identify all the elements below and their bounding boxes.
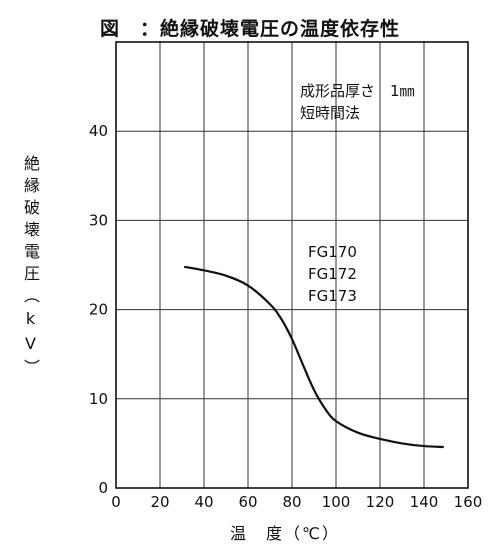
x-tick-label: 40 [194, 493, 213, 511]
series-line [184, 265, 444, 449]
grade-label-fg172: FG172 [308, 265, 357, 283]
grade-label-fg173: FG173 [308, 287, 357, 305]
x-tick-label: 80 [282, 493, 301, 511]
x-tick-label: 60 [238, 493, 257, 511]
x-tick-label: 100 [322, 493, 351, 511]
chart-title: 図 ：絶縁破壊電圧の温度依存性 [99, 18, 400, 40]
y-tick-label: 0 [98, 479, 108, 497]
x-tick-label: 0 [111, 493, 121, 511]
y-tick-label: 10 [89, 390, 108, 408]
x-tick-label: 140 [410, 493, 439, 511]
note-line-thickness: 成形品厚さ 1㎜ [300, 82, 415, 100]
y-tick-label: 20 [89, 301, 108, 319]
grade-labels: FG170 FG172 FG173 [308, 241, 357, 307]
plot-frame [115, 41, 469, 489]
x-axis-label: 温 度（℃） [230, 524, 340, 543]
note-line-method: 短時間法 [300, 104, 361, 122]
test-condition-note: 成形品厚さ 1㎜ 短時間法 [300, 80, 415, 124]
grade-label-fg170: FG170 [308, 243, 357, 261]
y-tick-label: 40 [89, 122, 108, 140]
x-tick-label: 120 [366, 493, 395, 511]
x-tick-label: 160 [454, 493, 483, 511]
y-tick-label: 30 [89, 211, 108, 229]
y-axis-label: 絶縁破壊電圧（kV） [21, 155, 40, 381]
x-tick-label: 20 [150, 493, 169, 511]
